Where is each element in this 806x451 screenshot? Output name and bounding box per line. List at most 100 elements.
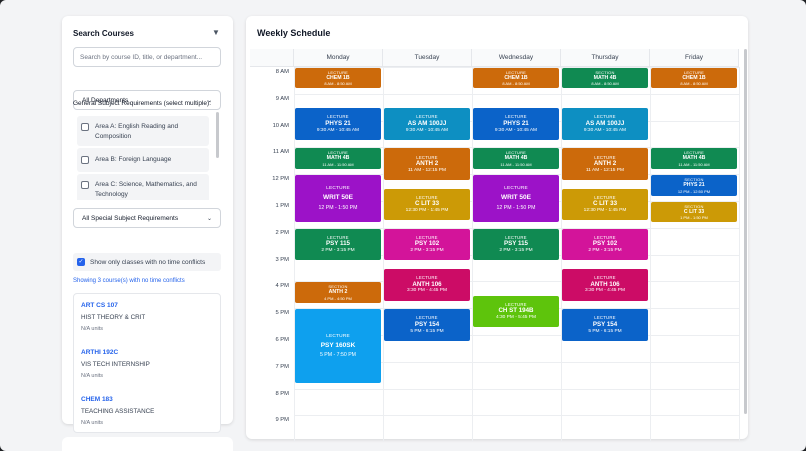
department-select[interactable]: All Departments ⌄	[73, 90, 221, 110]
ge-option-area-b[interactable]: Area B: Foreign Language	[77, 148, 209, 172]
event-time: 9:30 AM - 10:45 AM	[316, 127, 360, 133]
special-requirements-select[interactable]: All Special Subject Requirements ⌄	[73, 208, 221, 228]
no-conflict-toggle[interactable]: ✓ Show only classes with no time conflic…	[73, 253, 221, 271]
event-type: LECTURE	[416, 194, 438, 200]
event-time: 2 PM - 3:15 PM	[321, 248, 355, 254]
schedule-event[interactable]: LECTURE PSY 154 5 PM - 6:15 PM	[562, 309, 648, 341]
event-type: LECTURE	[594, 194, 616, 200]
event-time: 4:30 PM - 5:45 PM	[496, 315, 536, 321]
event-course-code: MATH 4B	[593, 74, 617, 81]
event-time: 8 AM - 8:50 AM	[591, 81, 619, 87]
schedule-event[interactable]: LECTURE PSY 160SK 5 PM - 7:50 PM	[295, 309, 381, 384]
hour-label: 1 PM	[275, 203, 289, 209]
grid-row-line	[294, 174, 739, 176]
ge-option-area-c[interactable]: Area C: Science, Mathematics, and Techno…	[77, 174, 209, 200]
schedule-event[interactable]: LECTURE CHEM 1B 8 AM - 8:50 AM	[651, 68, 737, 89]
ge-list-scrollbar[interactable]	[216, 112, 219, 158]
schedule-event[interactable]: LECTURE PHYS 21 9:30 AM - 10:45 AM	[473, 108, 559, 140]
course-result-item[interactable]: ARTHI 192C VIS TECH INTERNSHIP N/A units	[81, 349, 150, 379]
ge-option-label: Area A: English Reading and Composition	[95, 123, 179, 140]
schedule-event[interactable]: SECTION C LIT 33 1 PM - 1:50 PM	[651, 202, 737, 223]
event-type: LECTURE	[594, 114, 616, 120]
course-result-item[interactable]: ART CS 107 HIST THEORY & CRIT N/A units	[81, 302, 145, 332]
event-course-code: MATH 4B	[326, 155, 350, 162]
event-course-code: ANTH 2	[328, 289, 348, 296]
schedule-event[interactable]: LECTURE ANTH 2 11 AM - 12:15 PM	[384, 148, 470, 180]
time-header	[250, 49, 294, 67]
schedule-event[interactable]: LECTURE ANTH 106 3:30 PM - 4:45 PM	[562, 269, 648, 301]
event-type: LECTURE	[504, 186, 528, 192]
schedule-event[interactable]: LECTURE WRIT 50E 12 PM - 1:50 PM	[295, 175, 381, 223]
event-course-code: PHYS 21	[325, 119, 351, 127]
schedule-event[interactable]: LECTURE ANTH 106 3:30 PM - 4:45 PM	[384, 269, 470, 301]
course-id-link[interactable]: ARTHI 192C	[81, 349, 119, 356]
grid-row-line	[294, 415, 739, 417]
event-course-code: WRIT 50E	[501, 194, 531, 202]
day-header-tuesday: Tuesday	[383, 49, 472, 67]
ge-option-label: Area C: Science, Mathematics, and Techno…	[95, 181, 197, 198]
checkbox[interactable]	[81, 156, 89, 164]
grid-row-line	[294, 388, 739, 390]
event-type: LECTURE	[326, 333, 350, 339]
event-time: 5 PM - 6:15 PM	[588, 328, 622, 334]
schedule-event[interactable]: LECTURE PHYS 21 9:30 AM - 10:45 AM	[295, 108, 381, 140]
course-result-item[interactable]: CHEM 183 TEACHING ASSISTANCE N/A units	[81, 396, 154, 426]
schedule-event[interactable]: LECTURE CHEM 1B 8 AM - 8:50 AM	[295, 68, 381, 89]
event-course-code: PSY 115	[326, 240, 350, 248]
event-time: 11 AM - 11:50 AM	[322, 161, 354, 167]
search-panel: Search Courses ▼ All Departments ⌄ Gener…	[62, 16, 233, 433]
schedule-event[interactable]: LECTURE ANTH 2 11 AM - 12:15 PM	[562, 148, 648, 180]
event-type: LECTURE	[326, 186, 350, 192]
hour-label: 10 AM	[272, 122, 289, 129]
schedule-event[interactable]: LECTURE CHEM 1B 8 AM - 8:50 AM	[473, 68, 559, 89]
schedule-event[interactable]: LECTURE WRIT 50E 12 PM - 1:50 PM	[473, 175, 559, 223]
schedule-event[interactable]: LECTURE PSY 115 2 PM - 3:15 PM	[473, 228, 559, 261]
schedule-event[interactable]: LECTURE PSY 154 5 PM - 6:15 PM	[384, 309, 470, 341]
schedule-event[interactable]: LECTURE C LIT 33 12:30 PM - 1:45 PM	[562, 188, 648, 221]
event-type: LECTURE	[416, 275, 438, 281]
schedule-title: Weekly Schedule	[257, 28, 331, 38]
schedule-event[interactable]: SECTION MATH 4B 8 AM - 8:50 AM	[562, 68, 648, 89]
checkbox[interactable]	[81, 181, 89, 189]
schedule-event[interactable]: LECTURE PSY 102 2 PM - 3:15 PM	[384, 228, 470, 261]
checkbox[interactable]	[81, 123, 89, 131]
schedule-event[interactable]: LECTURE AS AM 100JJ 9:30 AM - 10:45 AM	[562, 108, 648, 140]
event-type: SECTION	[595, 69, 615, 75]
hour-label: 3 PM	[275, 256, 289, 263]
event-course-code: C LIT 33	[414, 200, 440, 208]
event-course-code: AS AM 100JJ	[585, 119, 625, 127]
schedule-event[interactable]: LECTURE CH ST 194B 4:30 PM - 5:45 PM	[473, 295, 559, 328]
filter-icon[interactable]: ▼	[212, 28, 220, 37]
event-time: 3:30 PM - 4:45 PM	[407, 288, 447, 294]
ge-option-area-a[interactable]: Area A: English Reading and Composition	[77, 116, 209, 146]
schedule-event[interactable]: LECTURE PSY 102 2 PM - 3:15 PM	[562, 228, 648, 261]
checkbox-checked-icon[interactable]: ✓	[77, 258, 85, 266]
event-course-code: CHEM 1B	[504, 74, 528, 81]
ge-requirements-label: General Subject Requirements (select mul…	[73, 100, 212, 107]
schedule-event[interactable]: LECTURE PSY 115 2 PM - 3:15 PM	[295, 228, 381, 261]
event-type: LECTURE	[683, 69, 705, 75]
event-course-code: PSY 154	[592, 320, 618, 328]
schedule-event[interactable]: LECTURE MATH 4B 11 AM - 11:50 AM	[473, 148, 559, 169]
hour-label: 9 AM	[275, 95, 289, 102]
schedule-event[interactable]: LECTURE AS AM 100JJ 9:30 AM - 10:45 AM	[384, 108, 470, 140]
event-type: LECTURE	[327, 150, 349, 156]
schedule-event[interactable]: LECTURE C LIT 33 12:30 PM - 1:45 PM	[384, 188, 470, 221]
schedule-event[interactable]: SECTION PHYS 21 12 PM - 12:50 PM	[651, 175, 737, 196]
schedule-event[interactable]: LECTURE MATH 4B 11 AM - 11:50 AM	[295, 148, 381, 169]
schedule-event[interactable]: LECTURE MATH 4B 11 AM - 11:50 AM	[651, 148, 737, 169]
schedule-scrollbar[interactable]	[744, 49, 747, 414]
event-time: 2 PM - 3:15 PM	[499, 248, 533, 254]
grid-row-line	[294, 147, 739, 149]
ge-option-label: Area B: Foreign Language	[95, 156, 172, 163]
grid-row-line	[294, 281, 739, 283]
course-id-link[interactable]: ART CS 107	[81, 302, 118, 309]
search-input[interactable]	[73, 47, 221, 67]
event-type: LECTURE	[594, 154, 616, 160]
hour-label: 12 PM	[272, 176, 289, 183]
course-id-link[interactable]: CHEM 183	[81, 396, 113, 403]
day-header-monday: Monday	[294, 49, 383, 67]
event-course-code: C LIT 33	[683, 208, 705, 215]
